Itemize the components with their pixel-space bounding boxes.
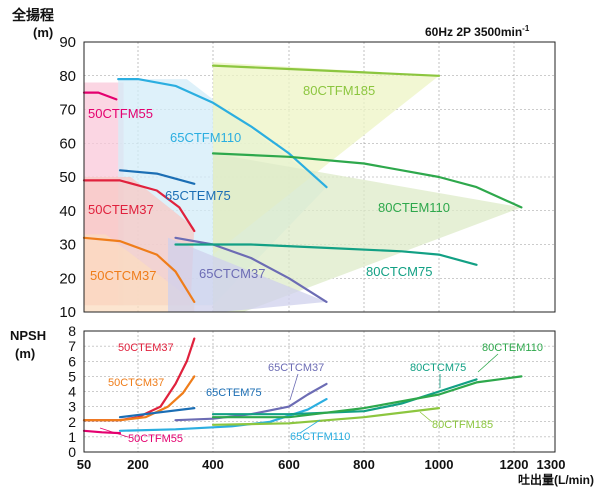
x-axis-label: 吐出量(L/min) <box>518 472 594 487</box>
series-label-50ctfm55: 50CTFM55 <box>128 433 183 445</box>
series-labels-head: 50CTFM55 65CTFM110 80CTFM185 65CTEM75 50CTEM… <box>88 83 450 283</box>
series-label-65ctem75: 65CTEM75 <box>165 188 231 203</box>
leader-65ctcm37 <box>289 373 299 401</box>
series-label-65ctfm110: 65CTFM110 <box>290 431 350 443</box>
series-label-80ctem110: 80CTEM110 <box>378 200 450 215</box>
y-tick-label: 1 <box>68 429 76 445</box>
series-label-80ctcm75: 80CTCM75 <box>410 362 466 374</box>
y-tick-label: 20 <box>59 270 76 287</box>
x-tick-label: 1200 <box>500 457 529 472</box>
series-line-65ctem75 <box>118 169 196 185</box>
y-tick-label: 3 <box>68 399 76 415</box>
series-line-80ctfm185 <box>211 64 441 77</box>
series-label-50ctem37: 50CTEM37 <box>118 342 174 354</box>
series-line-80ctcm75 <box>211 378 478 416</box>
series-label-80ctfm185: 80CTFM185 <box>432 419 493 431</box>
series-labels-npsh: 50CTEM37 50CTCM37 65CTEM75 50CTFM55 65CTFM11… <box>99 342 543 445</box>
y-tick-label: 4 <box>68 384 76 400</box>
series-label-65ctfm110: 65CTFM110 <box>170 130 241 145</box>
series-line-80ctem110 <box>211 152 523 209</box>
y-tick-label: 70 <box>59 102 76 119</box>
series-label-65ctcm37: 65CTCM37 <box>199 266 265 281</box>
y-tick-label: 7 <box>68 338 76 354</box>
operating-condition-superscript: -1 <box>522 24 530 33</box>
operating-condition-main: 60Hz 2P 3500min <box>425 25 522 39</box>
y-tick-label: 40 <box>59 203 76 220</box>
y-tick-label: 5 <box>68 368 76 384</box>
series-label-80ctcm75: 80CTCM75 <box>366 264 432 279</box>
series-label-50ctcm37: 50CTCM37 <box>90 268 156 283</box>
y-axis-label-line1: 全揚程 <box>11 7 54 23</box>
y-tick-label: 10 <box>59 304 76 321</box>
y-tick-label: 80 <box>59 68 76 85</box>
y-tick-label: 30 <box>59 237 76 254</box>
curves-head <box>82 64 523 303</box>
leader-65ctfm110 <box>299 419 321 434</box>
y-axis-label-line2: (m) <box>33 25 53 40</box>
y-tick-label: 6 <box>68 353 76 369</box>
series-label-65ctcm37: 65CTCM37 <box>268 362 324 374</box>
y-tick-labels-head: 10 20 30 40 50 60 70 80 90 <box>59 34 76 321</box>
plot-frame-head <box>83 41 556 313</box>
y-tick-label: 8 <box>68 323 76 339</box>
plot-frame-npsh <box>83 330 556 453</box>
series-label-50ctem37: 50CTEM37 <box>88 202 154 217</box>
series-line-50ctfm55 <box>82 91 118 101</box>
y-tick-label: 0 <box>68 444 76 460</box>
series-line-80ctem110 <box>211 375 523 419</box>
series-line-65ctcm37 <box>174 382 328 422</box>
curves-npsh <box>82 337 523 435</box>
grid-npsh <box>84 331 555 452</box>
x-tick-label: 1000 <box>425 457 454 472</box>
series-line-80ctfm185 <box>211 407 441 426</box>
series-label-65ctem75: 65CTEM75 <box>206 387 262 399</box>
x-tick-labels: 50 200 400 600 800 1000 1200 1300 <box>77 457 566 472</box>
series-line-50ctem37 <box>82 179 196 233</box>
y-tick-label: 60 <box>59 135 76 152</box>
series-label-50ctcm37: 50CTCM37 <box>108 377 164 389</box>
x-tick-label: 600 <box>278 457 300 472</box>
x-tick-label: 1300 <box>537 457 566 472</box>
leader-80ctfm185 <box>419 411 433 423</box>
series-line-65ctcm37 <box>174 236 328 303</box>
region-65ctcm37 <box>168 237 327 312</box>
series-label-50ctfm55: 50CTFM55 <box>88 106 153 121</box>
x-tick-label: 400 <box>202 457 224 472</box>
x-tick-label: 50 <box>77 457 91 472</box>
y-tick-label: 50 <box>59 169 76 186</box>
series-line-65ctem75 <box>118 407 196 419</box>
region-80ctem110 <box>213 153 522 312</box>
region-50ctcm37 <box>84 234 195 312</box>
y-tick-label: 90 <box>59 34 76 51</box>
npsh-axis-label-line2: (m) <box>15 346 35 361</box>
series-label-80ctem110: 80CTEM110 <box>482 342 543 354</box>
npsh-panel: 50CTEM37 50CTCM37 65CTEM75 50CTFM55 65CTFM11… <box>68 323 565 472</box>
y-tick-label: 2 <box>68 414 76 430</box>
x-tick-label: 800 <box>353 457 375 472</box>
series-line-65ctfm110 <box>117 78 328 189</box>
npsh-axis-label-line1: NPSH <box>10 328 46 343</box>
head-panel: 50CTFM55 65CTFM110 80CTFM185 65CTEM75 50CTEM… <box>59 34 556 321</box>
regions-head <box>84 62 522 312</box>
operating-condition: 60Hz 2P 3500min-1 <box>425 24 530 39</box>
series-line-80ctcm75 <box>174 243 478 266</box>
leader-80ctem110 <box>477 353 499 373</box>
x-tick-label: 200 <box>127 457 149 472</box>
series-line-50ctcm37 <box>82 236 196 303</box>
leader-50ctfm55 <box>99 427 129 438</box>
series-label-80ctfm185: 80CTFM185 <box>303 83 375 98</box>
